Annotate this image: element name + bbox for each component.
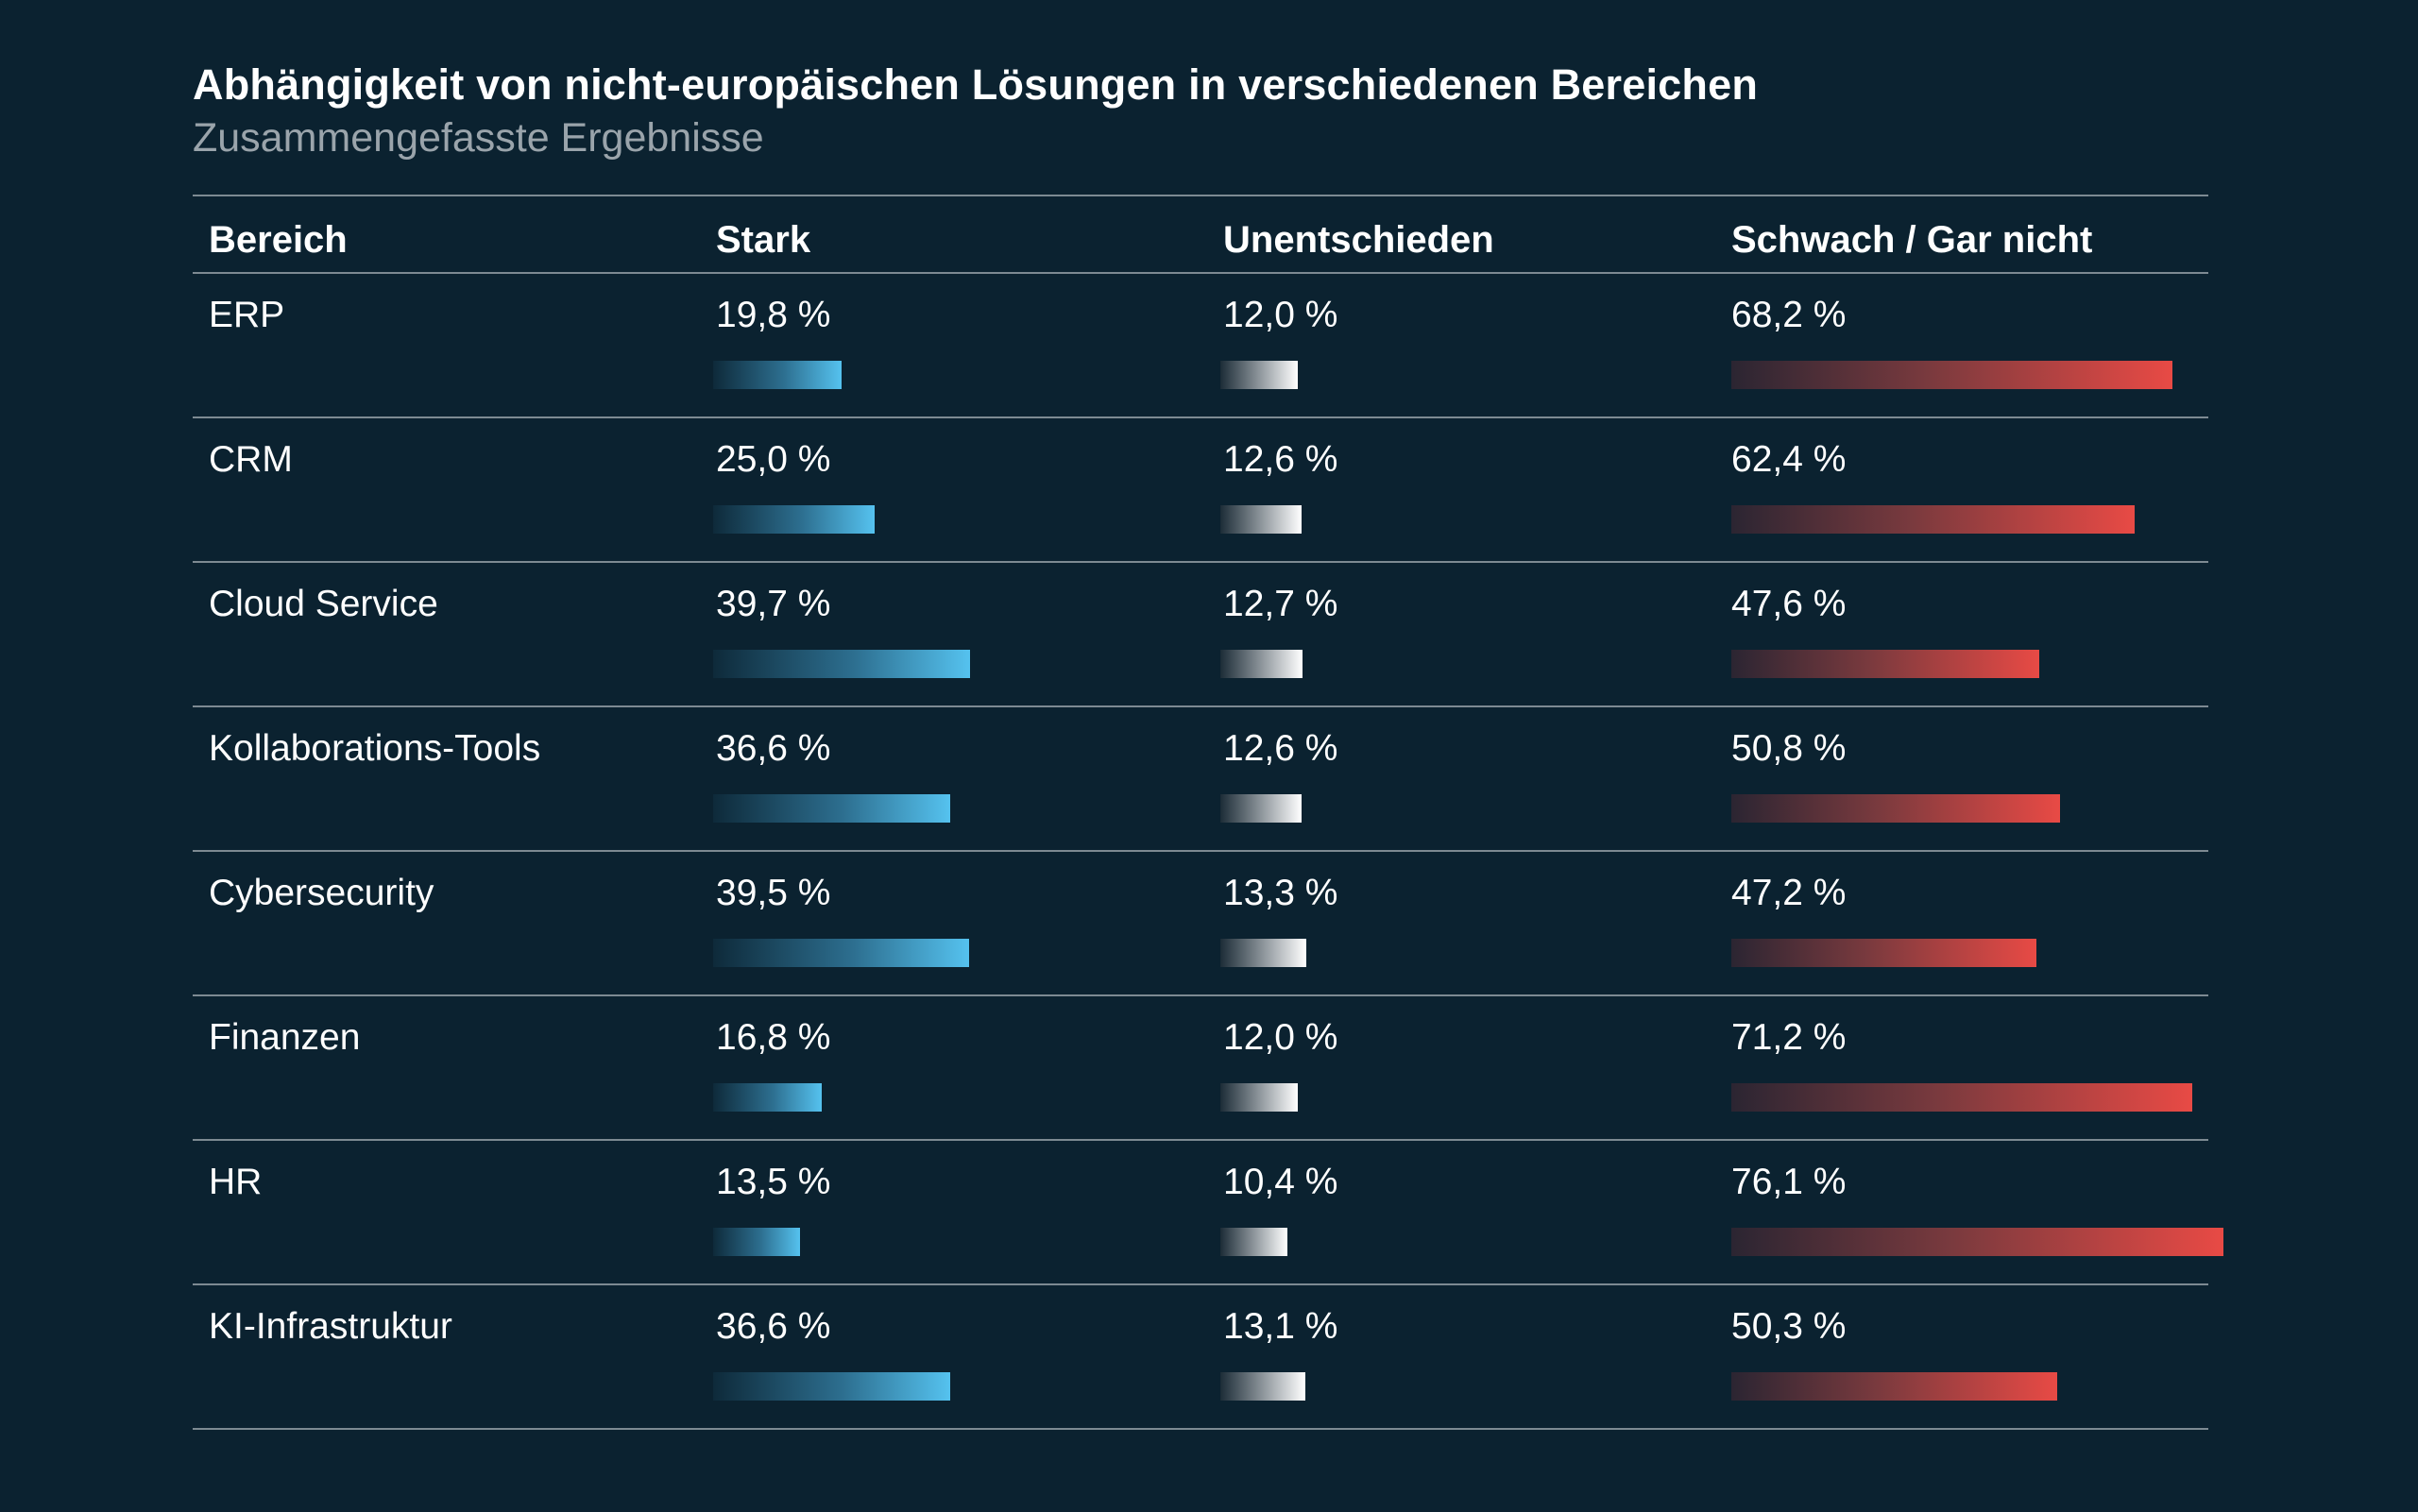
value-label-schwach: 62,4 %: [1731, 439, 1847, 480]
column-header-bereich: Bereich: [209, 219, 348, 261]
bar-schwach: [1731, 1228, 2223, 1256]
bar-unentschieden: [1220, 505, 1302, 534]
bar-unentschieden: [1220, 1372, 1305, 1401]
bar-stark: [713, 650, 970, 678]
table-row: Cybersecurity 39,5 % 13,3 % 47,2 %: [193, 852, 2208, 996]
value-label-unentschieden: 12,6 %: [1223, 728, 1338, 769]
column-header-unentschieden: Unentschieden: [1223, 219, 1494, 261]
bar-unentschieden: [1220, 650, 1303, 678]
bar-unentschieden: [1220, 1083, 1298, 1112]
value-label-schwach: 47,2 %: [1731, 873, 1847, 913]
value-label-schwach: 68,2 %: [1731, 295, 1847, 335]
table-row: ERP 19,8 % 12,0 % 68,2 %: [193, 274, 2208, 418]
bar-schwach: [1731, 939, 2036, 967]
row-label: HR: [209, 1162, 263, 1202]
value-label-stark: 19,8 %: [716, 295, 831, 335]
results-table: Bereich Stark Unentschieden Schwach / Ga…: [193, 195, 2223, 1430]
bar-stark: [713, 1228, 800, 1256]
value-label-unentschieden: 13,1 %: [1223, 1306, 1338, 1347]
table-row: KI-Infrastruktur 36,6 % 13,1 % 50,3 %: [193, 1285, 2208, 1430]
value-label-unentschieden: 13,3 %: [1223, 873, 1338, 913]
column-header-schwach: Schwach / Gar nicht: [1731, 219, 2093, 261]
value-label-unentschieden: 12,6 %: [1223, 439, 1338, 480]
row-label: Finanzen: [209, 1017, 361, 1058]
row-label: KI-Infrastruktur: [209, 1306, 452, 1347]
value-label-stark: 16,8 %: [716, 1017, 831, 1058]
bar-stark: [713, 361, 842, 389]
bar-stark: [713, 1083, 822, 1112]
row-label: ERP: [209, 295, 285, 335]
bar-unentschieden: [1220, 1228, 1287, 1256]
row-label: Cybersecurity: [209, 873, 434, 913]
value-label-unentschieden: 12,0 %: [1223, 1017, 1338, 1058]
value-label-schwach: 76,1 %: [1731, 1162, 1847, 1202]
bar-schwach: [1731, 794, 2060, 823]
bar-stark: [713, 1372, 950, 1401]
bar-schwach: [1731, 361, 2172, 389]
column-header-stark: Stark: [716, 219, 811, 261]
table-row: Cloud Service 39,7 % 12,7 % 47,6 %: [193, 563, 2208, 707]
table-row: HR 13,5 % 10,4 % 76,1 %: [193, 1141, 2223, 1285]
value-label-schwach: 50,3 %: [1731, 1306, 1847, 1347]
table-row: CRM 25,0 % 12,6 % 62,4 %: [193, 418, 2208, 563]
row-label: CRM: [209, 439, 293, 480]
row-label: Cloud Service: [209, 584, 438, 624]
value-label-stark: 39,7 %: [716, 584, 831, 624]
chart-title: Abhängigkeit von nicht-europäischen Lösu…: [193, 60, 1759, 109]
value-label-unentschieden: 12,0 %: [1223, 295, 1338, 335]
chart-subtitle: Zusammengefasste Ergebnisse: [193, 115, 764, 161]
value-label-stark: 13,5 %: [716, 1162, 831, 1202]
bar-unentschieden: [1220, 361, 1298, 389]
value-label-stark: 25,0 %: [716, 439, 831, 480]
value-label-stark: 39,5 %: [716, 873, 831, 913]
value-label-unentschieden: 12,7 %: [1223, 584, 1338, 624]
table-body: ERP 19,8 % 12,0 % 68,2 % CRM 25,0 % 12,6 % 62,4…: [193, 274, 2223, 1430]
bar-unentschieden: [1220, 794, 1302, 823]
value-label-stark: 36,6 %: [716, 728, 831, 769]
bar-stark: [713, 939, 969, 967]
bar-schwach: [1731, 1372, 2057, 1401]
bar-schwach: [1731, 650, 2039, 678]
table-header: Bereich Stark Unentschieden Schwach / Ga…: [193, 196, 2208, 274]
row-label: Kollaborations-Tools: [209, 728, 541, 769]
bar-schwach: [1731, 505, 2135, 534]
bar-unentschieden: [1220, 939, 1306, 967]
table-row: Kollaborations-Tools 36,6 % 12,6 % 50,8 %: [193, 707, 2208, 852]
value-label-schwach: 71,2 %: [1731, 1017, 1847, 1058]
bar-stark: [713, 794, 950, 823]
value-label-schwach: 50,8 %: [1731, 728, 1847, 769]
table-row: Finanzen 16,8 % 12,0 % 71,2 %: [193, 996, 2208, 1141]
value-label-unentschieden: 10,4 %: [1223, 1162, 1338, 1202]
value-label-schwach: 47,6 %: [1731, 584, 1847, 624]
bar-stark: [713, 505, 875, 534]
value-label-stark: 36,6 %: [716, 1306, 831, 1347]
bar-schwach: [1731, 1083, 2192, 1112]
